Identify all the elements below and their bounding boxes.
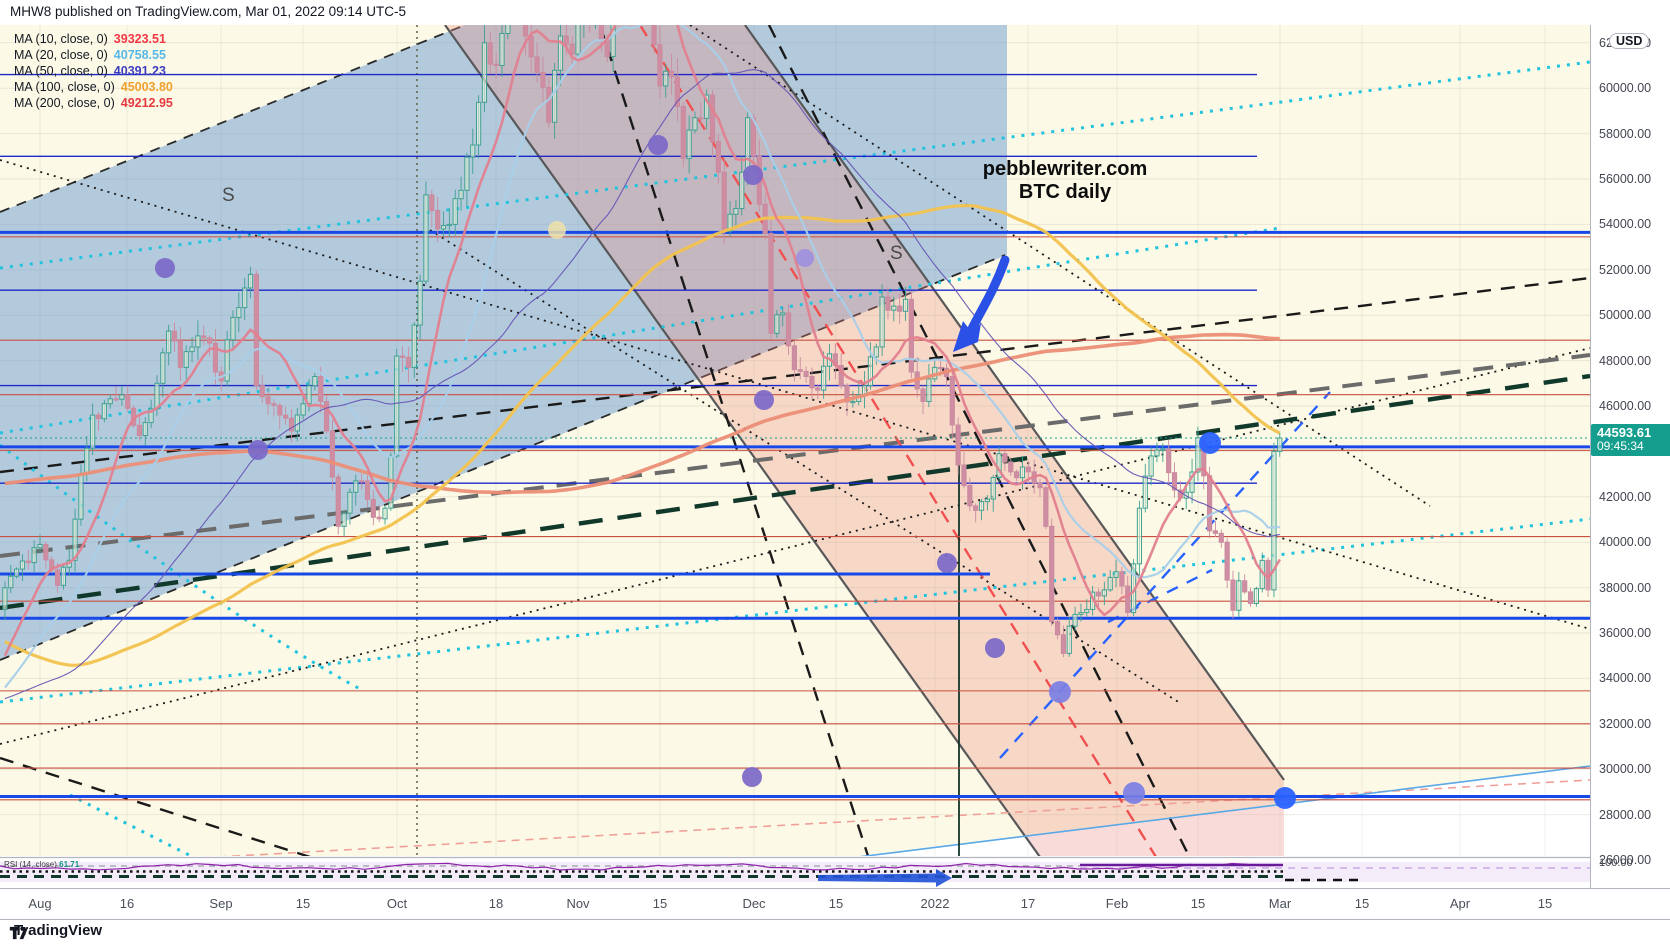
price-tick: 58000.00 (1599, 126, 1652, 141)
time-tick: Oct (386, 896, 408, 911)
ma-legend-row[interactable]: MA (50, close, 0) 40391.23 (14, 63, 173, 79)
time-tick: Mar (1268, 896, 1292, 911)
time-tick: 2022 (920, 896, 950, 911)
indicator-name: RSI (14, close) (4, 860, 57, 869)
price-tick: 48000.00 (1599, 353, 1652, 368)
indicator-scale-tick: 100.00 (1599, 857, 1633, 869)
label-s-left: S (222, 185, 235, 206)
indicator-legend: RSI (14, close) 61.71 (4, 860, 79, 869)
tradingview-logo[interactable]: TradingView (8, 922, 103, 940)
publication-title: MHW8 published on TradingView.com, Mar 0… (10, 4, 406, 19)
ma-legend-label: MA (200, close, 0) (14, 96, 115, 110)
ma-legend-label: MA (20, close, 0) (14, 48, 108, 62)
last-price: 44593.61 (1597, 424, 1652, 440)
price-tick: 50000.00 (1599, 308, 1652, 323)
time-tick: 16 (119, 896, 135, 911)
time-tick: 15 (295, 896, 311, 911)
arrow-annotation (953, 255, 1010, 352)
time-axis[interactable]: Aug 16 Sep 15 Oct 18 Nov 15 Dec 15 2022 17 Feb 15 Mar 1… (0, 888, 1670, 920)
price-tick: 46000.00 (1599, 399, 1652, 413)
price-tick: 34000.00 (1599, 671, 1652, 686)
price-tick: 28000.00 (1599, 807, 1652, 822)
price-tick: 52000.00 (1599, 262, 1652, 277)
price-tick: 42000.00 (1599, 489, 1652, 504)
ma-legend-row[interactable]: MA (20, close, 0) 40758.55 (14, 47, 173, 63)
price-axis[interactable]: USD 44593.61 09:45:34 62000.0060000.0058… (1590, 25, 1670, 888)
chart-canvas[interactable] (0, 0, 1590, 951)
ma-legend-value: 40758.55 (113, 48, 166, 62)
ma-legend-row[interactable]: MA (200, close, 0) 49212.95 (14, 95, 173, 111)
ma-legend-value: 49212.95 (120, 96, 173, 110)
time-tick: Nov (566, 896, 590, 911)
indicator-value: 61.71 (59, 860, 80, 869)
ma-legend-value: 45003.80 (120, 80, 173, 94)
price-tick: 56000.00 (1599, 172, 1652, 186)
price-tick: 36000.00 (1599, 626, 1652, 640)
ma-legend-row[interactable]: MA (10, close, 0) 39323.51 (14, 31, 173, 47)
ma-legend-label: MA (100, close, 0) (14, 80, 115, 94)
ma-legend-value: 39323.51 (113, 32, 166, 46)
bar-countdown: 09:45:34 (1597, 438, 1644, 453)
ma-legend-label: MA (10, close, 0) (14, 32, 108, 46)
last-price-badge: 44593.61 09:45:34 (1591, 423, 1670, 456)
ma-legend-row[interactable]: MA (100, close, 0) 45003.80 (14, 79, 173, 95)
price-tick: 26000.00 (1599, 853, 1652, 867)
time-tick: 15 (1190, 896, 1206, 911)
time-tick: Apr (1449, 896, 1471, 911)
time-tick: 17 (1020, 896, 1036, 911)
time-tick: Dec (742, 896, 766, 911)
time-tick: 15 (652, 896, 668, 911)
watermark: pebblewriter.com BTC daily (935, 158, 1195, 204)
watermark-line2: BTC daily (1018, 181, 1112, 203)
ma-legend-value: 40391.23 (113, 64, 166, 78)
currency-badge[interactable]: USD (1609, 33, 1650, 49)
price-chart (0, 25, 1590, 887)
time-tick: Feb (1105, 896, 1129, 911)
time-tick: Sep (209, 896, 233, 911)
price-tick: 30000.00 (1599, 762, 1652, 777)
label-s-right: S (890, 243, 903, 264)
time-tick: 15 (828, 896, 844, 911)
time-tick: 15 (1354, 896, 1370, 911)
price-tick: 54000.00 (1599, 217, 1652, 232)
price-tick: 40000.00 (1599, 535, 1652, 550)
watermark-line1: pebblewriter.com (982, 158, 1148, 180)
time-tick: 15 (1537, 896, 1553, 911)
ma-legend-label: MA (50, close, 0) (14, 64, 108, 78)
price-tick: 38000.00 (1599, 580, 1652, 595)
tradingview-logo-icon (9, 926, 28, 940)
ma-legend: MA (10, close, 0) 39323.51 MA (20, close, … (14, 31, 173, 111)
time-tick: Aug (28, 896, 52, 911)
tradingview-logo-text: TradingView (14, 922, 103, 939)
time-tick: 18 (488, 896, 504, 911)
price-tick: 32000.00 (1599, 716, 1652, 731)
price-tick: 60000.00 (1599, 81, 1652, 96)
